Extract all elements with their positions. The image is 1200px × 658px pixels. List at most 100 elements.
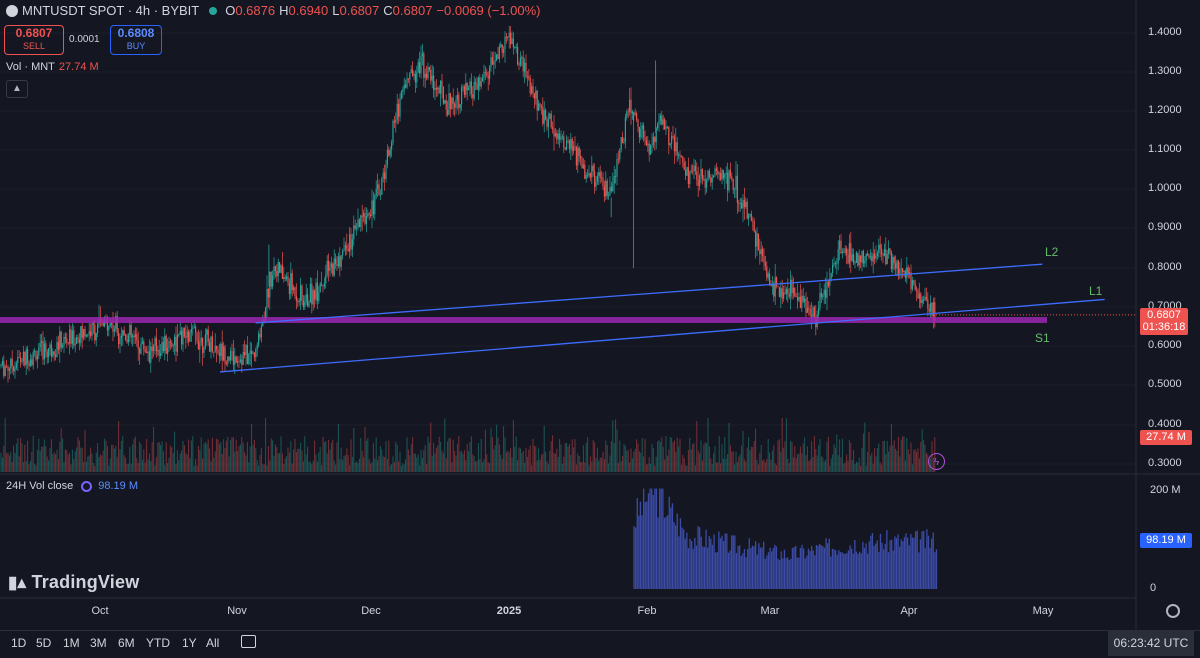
candle-body: [431, 75, 433, 81]
volume-bar: [251, 423, 253, 472]
collapse-legend-button[interactable]: ▲: [6, 80, 28, 98]
volume-bar: [596, 447, 598, 472]
vol24-legend[interactable]: 24H Vol close 98.19 M: [6, 480, 138, 492]
candle-body: [346, 245, 348, 249]
volume-bar: [638, 451, 640, 472]
vol24-bar: [695, 545, 698, 589]
settings-gear-icon[interactable]: [1166, 604, 1180, 618]
volume-bar: [344, 455, 346, 472]
volume-bar: [920, 442, 922, 472]
volume-bar: [542, 453, 544, 472]
volume-bar: [812, 456, 814, 472]
candle-body: [342, 251, 344, 256]
volume-bar: [470, 436, 472, 472]
candle-body: [620, 137, 622, 150]
candle-body: [650, 145, 652, 155]
date-range-calendar-icon[interactable]: [241, 635, 256, 648]
volume-bar: [92, 462, 94, 472]
candle-body: [469, 81, 471, 89]
volume-bar: [923, 440, 925, 472]
volume-bar: [396, 444, 398, 472]
candle-body: [654, 136, 656, 143]
symbol-legend[interactable]: MNTUSDT SPOT · 4h · BYBIT O 0.6876 H 0.694…: [6, 3, 545, 18]
candle-body: [609, 186, 611, 195]
trendline-l2: [255, 263, 1043, 324]
volume-bar: [722, 458, 724, 472]
candle-body: [182, 328, 184, 345]
volume-bar: [293, 449, 295, 472]
candle-body: [235, 356, 237, 363]
candle-body: [463, 86, 465, 95]
volume-bar: [326, 453, 328, 472]
candle-body: [655, 128, 657, 143]
candle-body: [246, 345, 248, 365]
buy-button[interactable]: 0.6808 BUY: [110, 25, 162, 55]
volume-bar: [826, 441, 828, 472]
candle-body: [154, 337, 156, 346]
volume-bar: [798, 453, 800, 472]
candle-body: [491, 57, 493, 65]
volume-bar: [381, 449, 383, 472]
volume-bar: [60, 428, 62, 472]
timeframe-button[interactable]: All: [206, 636, 220, 650]
vol24-bar: [804, 558, 806, 589]
volume-bar: [371, 461, 373, 472]
lightning-icon[interactable]: ϟ: [928, 453, 945, 470]
candle-body: [764, 262, 766, 267]
candle-body: [31, 359, 33, 366]
timeframe-button[interactable]: 1M: [63, 636, 80, 650]
volume-bar: [766, 458, 768, 472]
volume-bar: [346, 448, 348, 472]
volume-bar: [6, 453, 8, 472]
candle-body: [900, 268, 902, 270]
volume-bar: [402, 463, 404, 472]
vol24-bar: [742, 553, 744, 589]
timeframe-button[interactable]: 1Y: [182, 636, 197, 650]
market-status-icon: [209, 6, 218, 15]
candle-body: [631, 111, 633, 114]
volume-bar: [101, 455, 103, 472]
utc-clock[interactable]: 06:23:42 UTC: [1108, 630, 1194, 656]
volume-bar: [361, 450, 363, 472]
volume-bar: [893, 440, 895, 472]
candle-body: [741, 202, 743, 209]
timeframe-button[interactable]: YTD: [146, 636, 170, 650]
candle-body: [8, 368, 10, 371]
timeframe-button[interactable]: 6M: [118, 636, 135, 650]
candle-body: [80, 326, 82, 344]
timeframe-button[interactable]: 5D: [36, 636, 52, 650]
candle-body: [88, 331, 90, 335]
symbol-title[interactable]: MNTUSDT SPOT · 4h · BYBIT: [22, 3, 200, 18]
candle-body: [430, 69, 432, 81]
volume-bar: [277, 453, 279, 472]
candle-body: [490, 57, 492, 67]
candle-body: [694, 165, 696, 172]
volume-bar: [343, 455, 345, 472]
timeframe-button[interactable]: 3M: [90, 636, 107, 650]
volume-bar: [332, 439, 334, 472]
candle-body: [421, 53, 423, 56]
vol24-bar: [775, 546, 778, 589]
sell-button[interactable]: 0.6807 SELL: [4, 25, 64, 55]
candle-body: [519, 57, 521, 65]
volume-bar: [238, 446, 240, 472]
candle-body: [661, 115, 663, 125]
volume-bar: [925, 452, 927, 472]
volume-bar: [809, 459, 811, 472]
volume-bar: [290, 441, 292, 472]
candle-body: [60, 331, 62, 348]
volume-bar: [136, 458, 138, 472]
candle-body: [918, 293, 920, 299]
volume-bar: [637, 443, 639, 472]
candle-body: [252, 352, 254, 354]
volume-bar: [77, 437, 79, 472]
vol24-histogram: [633, 488, 938, 589]
volume-legend[interactable]: Vol · MNT 27.74 M: [6, 61, 99, 73]
candle-body: [547, 118, 549, 127]
timeframe-button[interactable]: 1D: [11, 636, 27, 650]
candle-body: [424, 73, 426, 78]
candle-body: [906, 267, 908, 278]
volume-bar: [917, 448, 919, 472]
volume-bar: [554, 453, 556, 472]
